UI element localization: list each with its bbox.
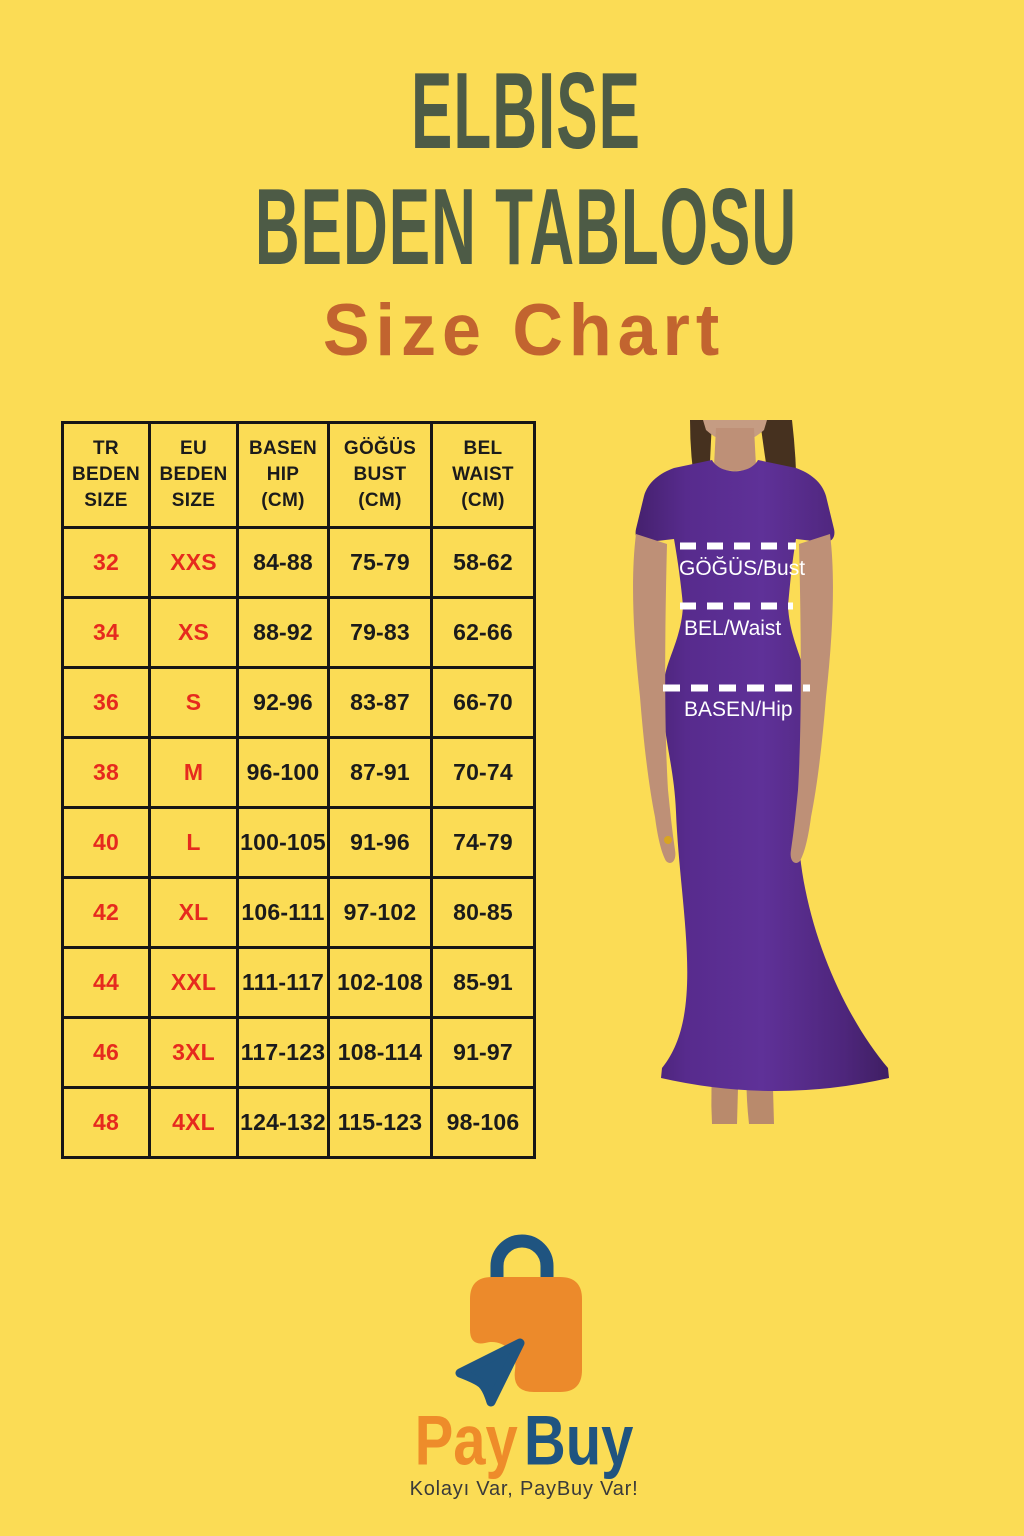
cell-eu-size: S: [148, 666, 239, 739]
cell-hip: 106-111: [236, 876, 330, 949]
cell-waist: 85-91: [430, 946, 536, 1019]
cell-waist: 80-85: [430, 876, 536, 949]
waist-label: BEL/Waist: [684, 617, 781, 640]
cell-tr-size: 44: [61, 946, 151, 1019]
cell-eu-size: 3XL: [148, 1016, 239, 1089]
header-cell-eu-size: EU BEDEN SIZE: [148, 421, 239, 529]
purple-dress: [635, 460, 889, 1091]
cell-waist: 98-106: [430, 1086, 536, 1159]
cell-bust: 75-79: [327, 526, 433, 599]
cursor-icon: [455, 1338, 525, 1407]
bag-body: [470, 1277, 582, 1392]
cell-bust: 87-91: [327, 736, 433, 809]
table-row: 34 XS 88-92 79-83 62-66: [61, 596, 536, 669]
dress-model-illustration: GÖĞÜS/Bust BEL/Waist BASEN/Hip: [633, 420, 889, 1124]
cell-tr-size: 46: [61, 1016, 151, 1089]
table-row: 46 3XL 117-123 108-114 91-97: [61, 1016, 536, 1089]
cell-bust: 108-114: [327, 1016, 433, 1089]
title-line-2: BEDEN TABLOSU: [254, 167, 798, 289]
cell-hip: 96-100: [236, 736, 330, 809]
paybuy-logo: [450, 1222, 600, 1408]
cell-waist: 66-70: [430, 666, 536, 739]
cell-hip: 124-132: [236, 1086, 330, 1159]
cell-eu-size: XS: [148, 596, 239, 669]
model-arm-right: [790, 534, 833, 863]
header-cell-waist: BEL WAIST (CM): [430, 421, 536, 529]
size-table: TR BEDEN SIZE EU BEDEN SIZE BASEN HIP (C…: [61, 421, 536, 1159]
cell-waist: 62-66: [430, 596, 536, 669]
cell-tr-size: 34: [61, 596, 151, 669]
cell-eu-size: XXS: [148, 526, 239, 599]
table-row: 42 XL 106-111 97-102 80-85: [61, 876, 536, 949]
cell-bust: 102-108: [327, 946, 433, 1019]
cell-eu-size: XL: [148, 876, 239, 949]
cell-bust: 83-87: [327, 666, 433, 739]
cell-eu-size: XXL: [148, 946, 239, 1019]
brand-tagline: Kolayı Var, PayBuy Var!: [409, 1478, 639, 1500]
table-row: 38 M 96-100 87-91 70-74: [61, 736, 536, 809]
cell-hip: 111-117: [236, 946, 330, 1019]
cell-tr-size: 40: [61, 806, 151, 879]
header-cell-hip: BASEN HIP (CM): [236, 421, 330, 529]
cell-bust: 79-83: [327, 596, 433, 669]
cell-hip: 88-92: [236, 596, 330, 669]
cell-eu-size: M: [148, 736, 239, 809]
cell-waist: 70-74: [430, 736, 536, 809]
cell-waist: 58-62: [430, 526, 536, 599]
cell-tr-size: 48: [61, 1086, 151, 1159]
brand-buy: Buy: [523, 1401, 634, 1481]
table-header-row: TR BEDEN SIZE EU BEDEN SIZE BASEN HIP (C…: [61, 421, 536, 529]
table-row: 48 4XL 124-132 115-123 98-106: [61, 1086, 536, 1159]
brand-pay: Pay: [414, 1401, 518, 1481]
brand-name: Pay Buy: [12, 1400, 1024, 1482]
header-cell-bust: GÖĞÜS BUST (CM): [327, 421, 433, 529]
shopping-bag-cursor-icon: [455, 1234, 582, 1407]
cell-hip: 84-88: [236, 526, 330, 599]
table-row: 44 XXL 111-117 102-108 85-91: [61, 946, 536, 1019]
cell-hip: 117-123: [236, 1016, 330, 1089]
cell-hip: 100-105: [236, 806, 330, 879]
table-row: 32 XXS 84-88 75-79 58-62: [61, 526, 536, 599]
table-row: 36 S 92-96 83-87 66-70: [61, 666, 536, 739]
cell-eu-size: L: [148, 806, 239, 879]
cell-tr-size: 38: [61, 736, 151, 809]
bust-label: GÖĞÜS/Bust: [679, 557, 805, 580]
hip-label: BASEN/Hip: [684, 698, 793, 721]
bag-handle: [490, 1234, 554, 1282]
cell-tr-size: 32: [61, 526, 151, 599]
cell-bust: 97-102: [327, 876, 433, 949]
cell-tr-size: 36: [61, 666, 151, 739]
cell-waist: 74-79: [430, 806, 536, 879]
cell-hip: 92-96: [236, 666, 330, 739]
cell-eu-size: 4XL: [148, 1086, 239, 1159]
model-arm-left: [633, 534, 676, 863]
header-cell-tr-size: TR BEDEN SIZE: [61, 421, 151, 529]
table-row: 40 L 100-105 91-96 74-79: [61, 806, 536, 879]
model-neck: [714, 428, 756, 471]
cell-tr-size: 42: [61, 876, 151, 949]
subtitle-size-chart: Size Chart: [322, 289, 726, 371]
cell-waist: 91-97: [430, 1016, 536, 1089]
gold-ring: [664, 836, 672, 844]
cell-bust: 115-123: [327, 1086, 433, 1159]
cell-bust: 91-96: [327, 806, 433, 879]
dress-figure: GÖĞÜS/Bust BEL/Waist BASEN/Hip: [600, 412, 1000, 1124]
title-line-1: ELBISE: [411, 51, 641, 173]
